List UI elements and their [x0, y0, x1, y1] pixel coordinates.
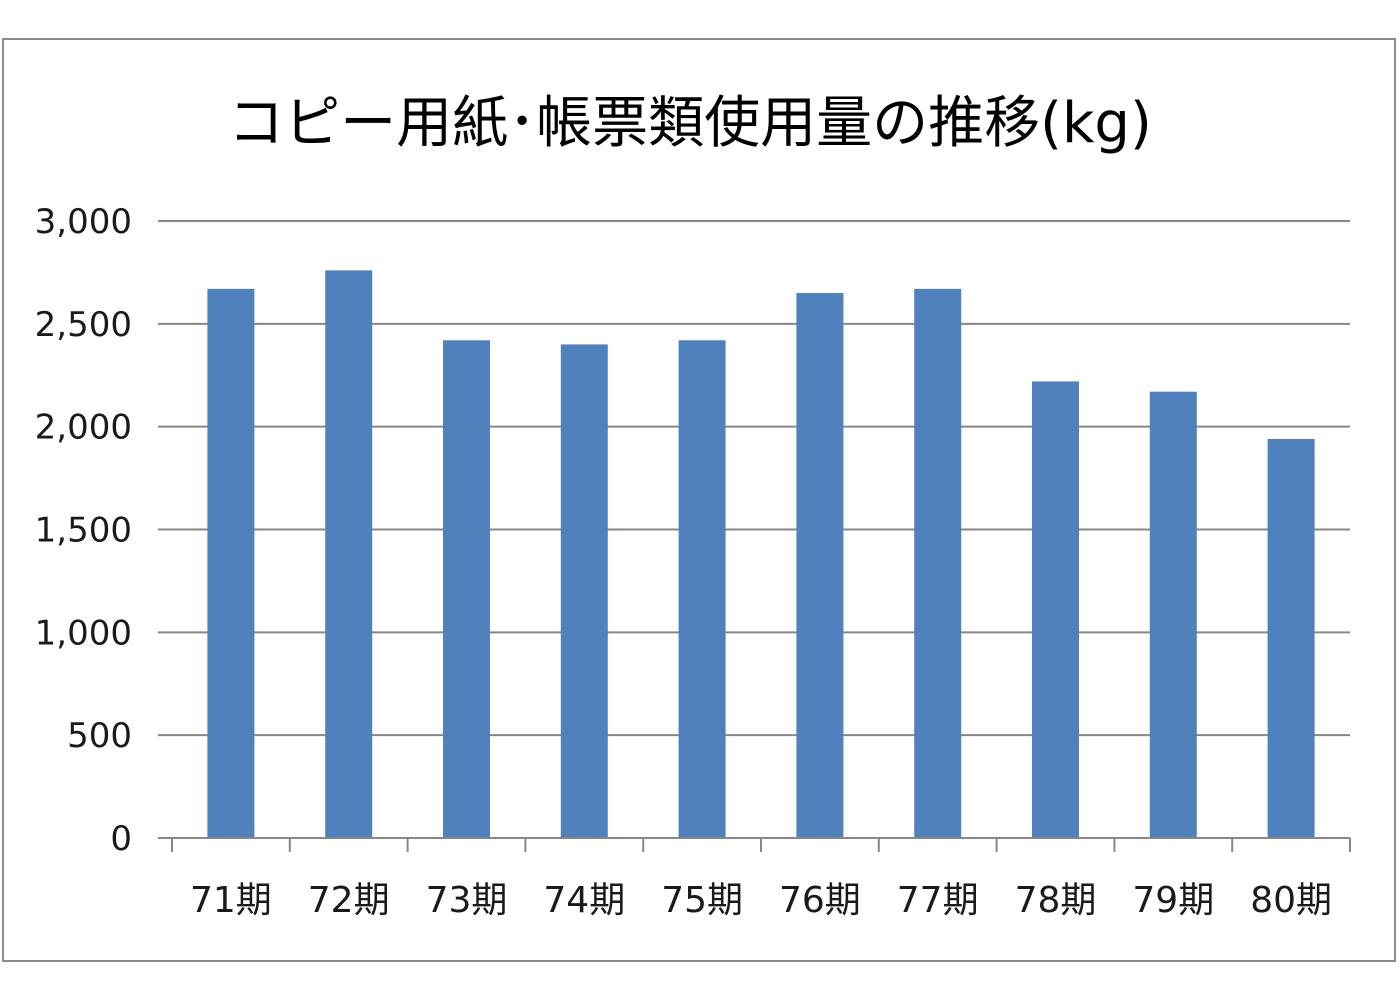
bar — [914, 288, 962, 838]
y-axis-tick-labels: 0 500 1,000 1,500 2,000 2,500 3,000 — [35, 202, 132, 859]
x-tick-label: 75期 — [661, 880, 743, 921]
x-tick-label: 73期 — [426, 880, 508, 921]
x-tick-label: 77期 — [897, 880, 979, 921]
y-tick-label: 1,000 — [35, 613, 132, 653]
x-tick-label: 74期 — [543, 880, 625, 921]
bar — [678, 340, 726, 838]
bar — [1149, 391, 1197, 838]
x-tick-label: 78期 — [1015, 880, 1097, 921]
x-tick-label: 76期 — [779, 880, 861, 921]
bars — [207, 270, 1315, 838]
bar — [560, 344, 608, 838]
x-tick-label: 71期 — [190, 880, 272, 921]
bar — [796, 292, 844, 838]
bar — [443, 340, 490, 838]
y-tick-label: 2,500 — [35, 305, 132, 345]
bar — [1032, 381, 1079, 838]
y-tick-label: 0 — [110, 819, 132, 859]
y-tick-label: 3,000 — [35, 202, 132, 242]
chart-title: コピー用紙･帳票類使用量の推移(kg) — [228, 91, 1152, 156]
bar — [325, 270, 373, 838]
x-tick-label: 79期 — [1132, 880, 1214, 921]
bar — [1267, 439, 1315, 838]
x-tick-label: 72期 — [308, 880, 390, 921]
x-tick-label: 80期 — [1250, 880, 1332, 921]
x-axis-tick-labels: 71期 72期 73期 74期 75期 76期 77期 78期 79期 80期 — [190, 880, 1332, 921]
bar — [207, 288, 255, 838]
x-axis — [158, 837, 1351, 852]
y-tick-label: 1,500 — [35, 511, 132, 551]
y-tick-label: 500 — [67, 716, 132, 756]
y-tick-label: 2,000 — [35, 408, 132, 448]
